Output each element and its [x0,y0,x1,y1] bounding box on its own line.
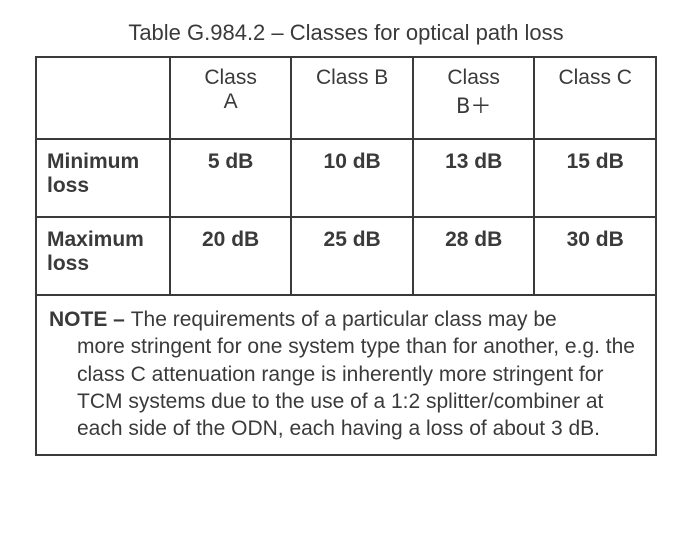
row-label-maximum-line1: Maximum [47,228,144,251]
row-label-minimum: Minimum loss [36,139,170,217]
table-caption: Table G.984.2 – Classes for optical path… [20,20,672,46]
cell-max-a: 20 dB [170,217,292,295]
note-row: NOTE – The requirements of a particular … [36,295,656,455]
optical-path-loss-table: Class A Class B Class B＋ Class C Minimum… [35,56,657,456]
row-minimum-loss: Minimum loss 5 dB 10 dB 13 dB 15 dB [36,139,656,217]
header-class-a-line2: A [224,90,238,113]
row-label-minimum-line1: Minimum [47,150,139,173]
note-first-line: The requirements of a particular class m… [131,308,557,331]
header-class-a: Class A [170,57,292,139]
cell-max-bplus: 28 dB [413,217,535,295]
cell-min-a: 5 dB [170,139,292,217]
header-class-b-plus-line1: Class [447,66,500,89]
header-empty [36,57,170,139]
cell-min-c: 15 dB [534,139,656,217]
row-label-maximum: Maximum loss [36,217,170,295]
header-class-c: Class C [534,57,656,139]
note-cell: NOTE – The requirements of a particular … [36,295,656,455]
note-body: more stringent for one system type than … [49,333,643,442]
header-row: Class A Class B Class B＋ Class C [36,57,656,139]
row-maximum-loss: Maximum loss 20 dB 25 dB 28 dB 30 dB [36,217,656,295]
header-class-b-plus: Class B＋ [413,57,535,139]
cell-max-b: 25 dB [291,217,413,295]
header-class-b: Class B [291,57,413,139]
note-label: NOTE – [49,308,131,331]
row-label-minimum-line2: loss [47,174,89,197]
header-class-a-line1: Class [204,66,257,89]
cell-min-bplus: 13 dB [413,139,535,217]
header-class-b-plus-line2: B＋ [456,94,491,118]
row-label-maximum-line2: loss [47,252,89,275]
cell-max-c: 30 dB [534,217,656,295]
cell-min-b: 10 dB [291,139,413,217]
